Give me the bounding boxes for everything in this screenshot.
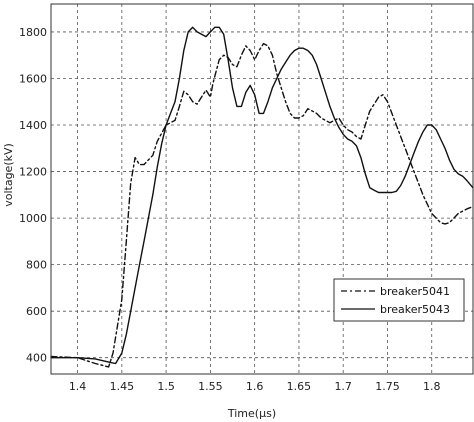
- legend-label-breaker5043: breaker5043: [380, 303, 450, 316]
- x-tick-label: 1.75: [375, 380, 400, 393]
- x-axis-title: Time(μs): [227, 407, 276, 420]
- legend-label-breaker5041: breaker5041: [380, 285, 450, 298]
- x-tick-label: 1.7: [334, 380, 352, 393]
- legend-box: [333, 278, 465, 322]
- legend: breaker5041 breaker5043: [333, 278, 465, 322]
- series-line-breaker5041: [50, 42, 474, 368]
- x-tick-labels: 1.4 1.45 1.5 1.55 1.6 1.65 1.7 1.75 1.8: [69, 380, 441, 393]
- y-tick-label: 800: [26, 259, 47, 272]
- series-layer: [50, 26, 474, 368]
- plot-frame: [50, 3, 474, 375]
- y-tick-label: 1800: [19, 26, 47, 39]
- x-tick-label: 1.4: [69, 380, 87, 393]
- y-axis-title: voltage(kV): [2, 143, 15, 207]
- x-tick-label: 1.55: [198, 380, 223, 393]
- y-tick-label: 1200: [19, 166, 47, 179]
- y-tick-label: 400: [26, 352, 47, 365]
- y-tick-label: 1600: [19, 72, 47, 85]
- y-tick-label: 1000: [19, 212, 47, 225]
- x-tick-label: 1.8: [423, 380, 441, 393]
- series-line-breaker5043: [50, 26, 474, 365]
- x-tick-label: 1.45: [110, 380, 135, 393]
- y-tick-labels: 400 600 800 1000 1200 1400 1600 1800: [19, 26, 47, 365]
- y-tick-label: 600: [26, 305, 47, 318]
- x-tick-label: 1.65: [287, 380, 312, 393]
- y-tick-label: 1400: [19, 119, 47, 132]
- x-tick-label: 1.6: [246, 380, 264, 393]
- x-tick-label: 1.5: [157, 380, 175, 393]
